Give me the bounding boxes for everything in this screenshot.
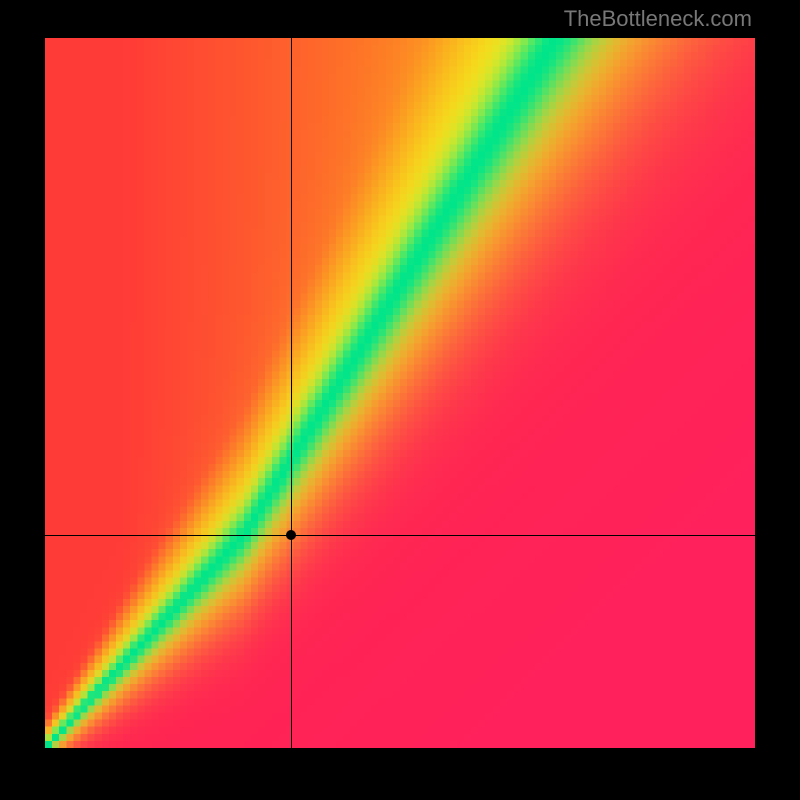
heatmap-canvas <box>45 38 755 748</box>
crosshair-vertical <box>291 38 292 748</box>
watermark-text: TheBottleneck.com <box>564 6 752 32</box>
plot-area <box>45 38 755 748</box>
crosshair-horizontal <box>45 535 755 536</box>
frame: TheBottleneck.com <box>0 0 800 800</box>
marker-dot <box>286 530 296 540</box>
